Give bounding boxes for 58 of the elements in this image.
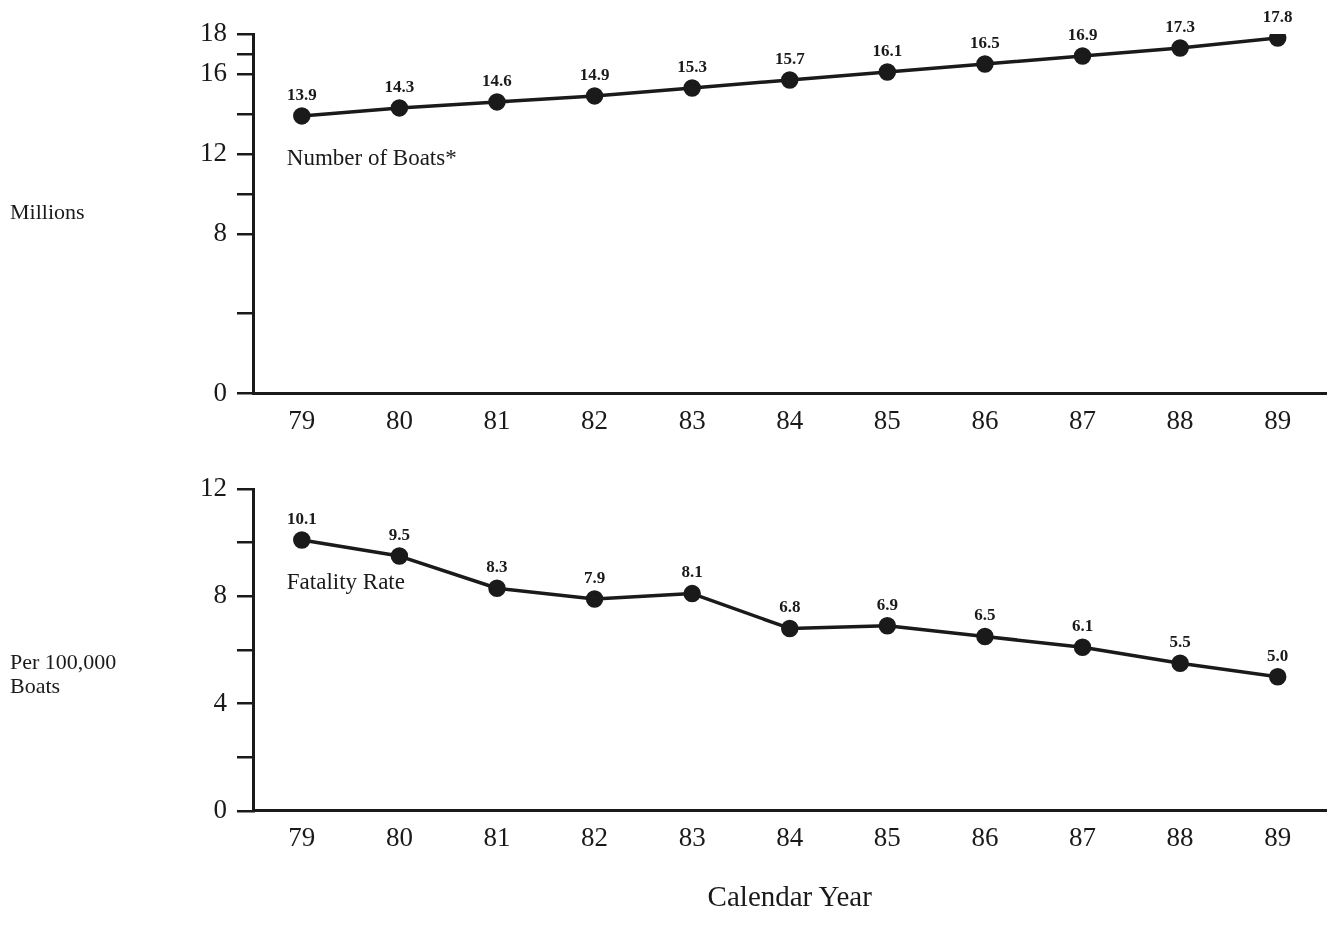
data-label: 17.3 [1165, 16, 1195, 36]
x-tick-label: 88 [1166, 822, 1194, 853]
legend-label: Fatality Rate [286, 569, 405, 595]
x-tick-label: 84 [776, 822, 804, 853]
data-label: 15.3 [677, 56, 708, 76]
y-tick-label: 18 [200, 17, 227, 48]
y-axis-title: Millions [10, 199, 86, 224]
x-axis-title: Calendar Year [707, 880, 873, 913]
y-tick-label: 16 [200, 57, 227, 88]
data-label: 14.6 [482, 70, 512, 90]
x-tick-label: 79 [288, 822, 316, 853]
data-label: 7.9 [583, 567, 606, 587]
x-tick-label: 89 [1264, 404, 1292, 435]
x-tick-label: 81 [483, 404, 511, 435]
data-label: 15.7 [774, 48, 806, 68]
x-tick-label: 85 [873, 822, 901, 853]
y-axis-title: Per 100,000 Boats [10, 649, 118, 698]
y-tick-label: 8 [213, 579, 227, 610]
x-tick-label: 88 [1166, 404, 1194, 435]
x-tick-label: 83 [678, 822, 706, 853]
data-label: 9.5 [388, 524, 411, 544]
y-tick-label: 0 [213, 793, 227, 824]
data-label: 16.1 [872, 40, 903, 60]
data-label: 10.1 [286, 508, 317, 528]
data-label: 16.5 [970, 32, 1000, 52]
data-label: 6.5 [974, 605, 996, 625]
x-tick-label: 89 [1264, 822, 1292, 853]
y-tick-label: 0 [213, 376, 227, 407]
x-tick-label: 86 [971, 822, 999, 853]
x-tick-label: 83 [678, 404, 706, 435]
y-tick-label: 12 [200, 136, 227, 167]
data-label: 14.3 [384, 76, 415, 96]
data-label: 5.0 [1267, 645, 1289, 665]
data-label: 8.1 [681, 562, 703, 582]
x-tick-label: 79 [288, 404, 316, 435]
x-tick-label: 85 [873, 404, 901, 435]
x-tick-label: 81 [483, 822, 511, 853]
data-label: 6.9 [876, 594, 898, 614]
x-tick-label: 82 [581, 822, 609, 853]
y-tick-label: 8 [213, 216, 227, 247]
x-tick-label: 80 [385, 822, 413, 853]
y-tick-label: 4 [213, 686, 228, 717]
data-label: 14.9 [579, 64, 610, 84]
x-tick-label: 82 [581, 404, 609, 435]
data-label: 17.8 [1262, 6, 1293, 26]
y-tick-label: 12 [200, 472, 227, 503]
x-tick-label: 84 [776, 404, 804, 435]
data-label: 8.3 [486, 557, 508, 577]
data-label: 16.9 [1067, 24, 1098, 44]
legend-label: Number of Boats* [286, 145, 457, 171]
data-label: 13.9 [286, 84, 317, 104]
x-tick-label: 87 [1069, 404, 1097, 435]
data-label: 5.5 [1169, 632, 1191, 652]
x-tick-label: 86 [971, 404, 999, 435]
x-tick-label: 87 [1069, 822, 1097, 853]
data-label: 6.1 [1071, 616, 1094, 636]
x-tick-label: 80 [385, 404, 413, 435]
data-label: 6.8 [779, 597, 801, 617]
